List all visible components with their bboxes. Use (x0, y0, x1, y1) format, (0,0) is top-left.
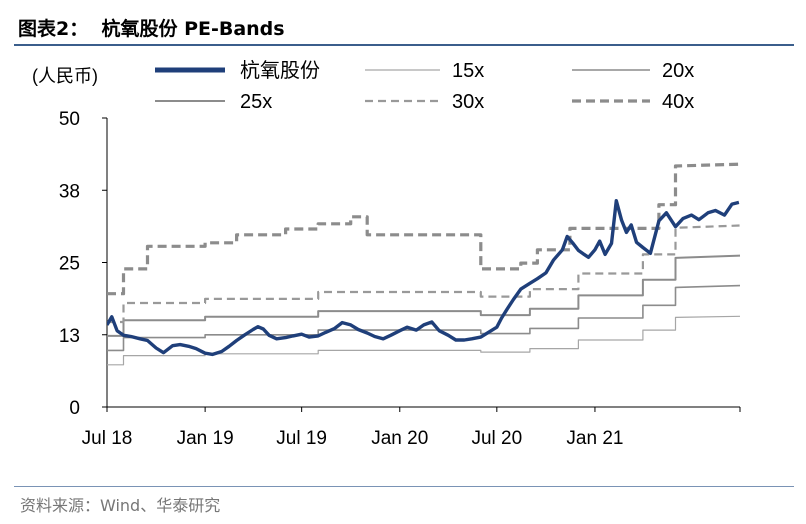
x-tick-label: Jul 18 (82, 428, 133, 449)
axes: 0 13 25 38 50 Jul 18 Jan 19 Jul 19 Jan 20 Jul 20 J… (59, 109, 741, 449)
y-tick-label: 0 (69, 398, 80, 419)
source-note: 资料来源：Wind、华泰研究 (20, 496, 221, 515)
legend-label-40x: 40x (662, 91, 694, 113)
series-layer (107, 162, 741, 366)
legend-label-15x: 15x (452, 60, 484, 82)
y-tick-label: 38 (59, 181, 80, 202)
legend: 杭氧股份 15x 20x 25x 30x 40x (155, 59, 694, 113)
legend-label-25x: 25x (240, 91, 272, 113)
legend-label-杭氧股份: 杭氧股份 (240, 59, 320, 82)
series-line-40x (107, 162, 741, 296)
legend-label-30x: 30x (452, 91, 484, 113)
y-tick-label: 13 (59, 326, 80, 347)
y-tick-label: 25 (59, 254, 80, 275)
figure-title: 图表2： 杭氧股份 PE-Bands (18, 18, 285, 40)
y-tick-label: 50 (59, 109, 80, 130)
series-line-15x (107, 315, 741, 366)
series-line-30x (107, 224, 741, 324)
x-tick-label: Jan 21 (566, 428, 623, 449)
footer-rule (14, 486, 794, 487)
x-tick-label: Jan 19 (177, 428, 234, 449)
title-rule (14, 44, 794, 46)
x-tick-label: Jan 20 (371, 428, 428, 449)
series-line-20x (107, 284, 741, 352)
x-tick-label: Jul 20 (471, 428, 522, 449)
y-axis-label: (人民币) (32, 66, 98, 86)
series-line-杭氧股份 (107, 198, 740, 357)
legend-label-20x: 20x (662, 60, 694, 82)
x-tick-label: Jul 19 (276, 428, 327, 449)
